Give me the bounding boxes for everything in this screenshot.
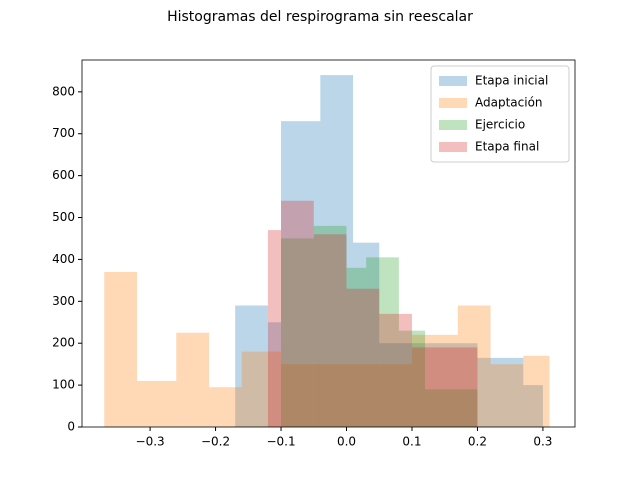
y-tick-label: 600 xyxy=(52,168,75,182)
legend-box xyxy=(430,65,570,163)
bar xyxy=(235,305,268,427)
bar xyxy=(366,257,399,427)
plot-frame xyxy=(81,59,576,428)
bar xyxy=(267,322,282,427)
bar xyxy=(281,121,321,428)
bar xyxy=(477,357,524,427)
legend-label: Ejercicio xyxy=(475,118,525,132)
bar xyxy=(457,305,491,427)
y-tick-label: 0 xyxy=(67,420,75,434)
bar xyxy=(320,75,354,428)
x-tick-label: −0.3 xyxy=(136,435,165,449)
legend-label: Adaptación xyxy=(475,96,543,110)
bar xyxy=(281,238,314,427)
bar xyxy=(209,387,242,427)
legend-swatch xyxy=(439,142,467,152)
bar xyxy=(425,389,478,427)
bar xyxy=(136,380,177,427)
bar xyxy=(176,332,210,427)
bar xyxy=(281,364,412,427)
y-tick-label: 200 xyxy=(52,336,75,350)
chart-title: Histogramas del respirograma sin reescal… xyxy=(167,9,473,25)
bar xyxy=(346,288,380,427)
bar xyxy=(241,351,282,427)
x-tick-label: 0.2 xyxy=(468,435,487,449)
bar xyxy=(281,200,314,427)
y-tick-label: 100 xyxy=(52,378,75,392)
bar xyxy=(346,267,367,427)
legend-label: Etapa final xyxy=(475,140,539,154)
bar xyxy=(523,355,550,427)
bar xyxy=(379,313,412,427)
y-tick-label: 300 xyxy=(52,294,75,308)
x-tick-label: −0.2 xyxy=(201,435,230,449)
legend-swatch xyxy=(439,76,467,86)
bar xyxy=(313,234,347,427)
x-tick-label: 0.3 xyxy=(533,435,552,449)
y-tick-label: 700 xyxy=(52,126,75,140)
x-tick-label: −0.1 xyxy=(266,435,295,449)
y-tick-label: 400 xyxy=(52,252,75,266)
bar xyxy=(104,271,137,427)
bar xyxy=(411,334,458,427)
bar xyxy=(353,242,380,427)
bar xyxy=(523,385,543,427)
bar xyxy=(398,330,426,427)
bar xyxy=(313,225,347,427)
y-tick-label: 500 xyxy=(52,210,75,224)
legend-label: Etapa inicial xyxy=(475,74,548,88)
bar xyxy=(490,364,524,427)
bar xyxy=(379,343,478,427)
bar xyxy=(411,347,478,427)
x-tick-label: 0.0 xyxy=(337,435,356,449)
bar xyxy=(267,230,282,427)
y-tick-label: 800 xyxy=(52,84,75,98)
legend-swatch xyxy=(439,98,467,108)
x-tick-label: 0.1 xyxy=(402,435,421,449)
legend-swatch xyxy=(439,120,467,130)
